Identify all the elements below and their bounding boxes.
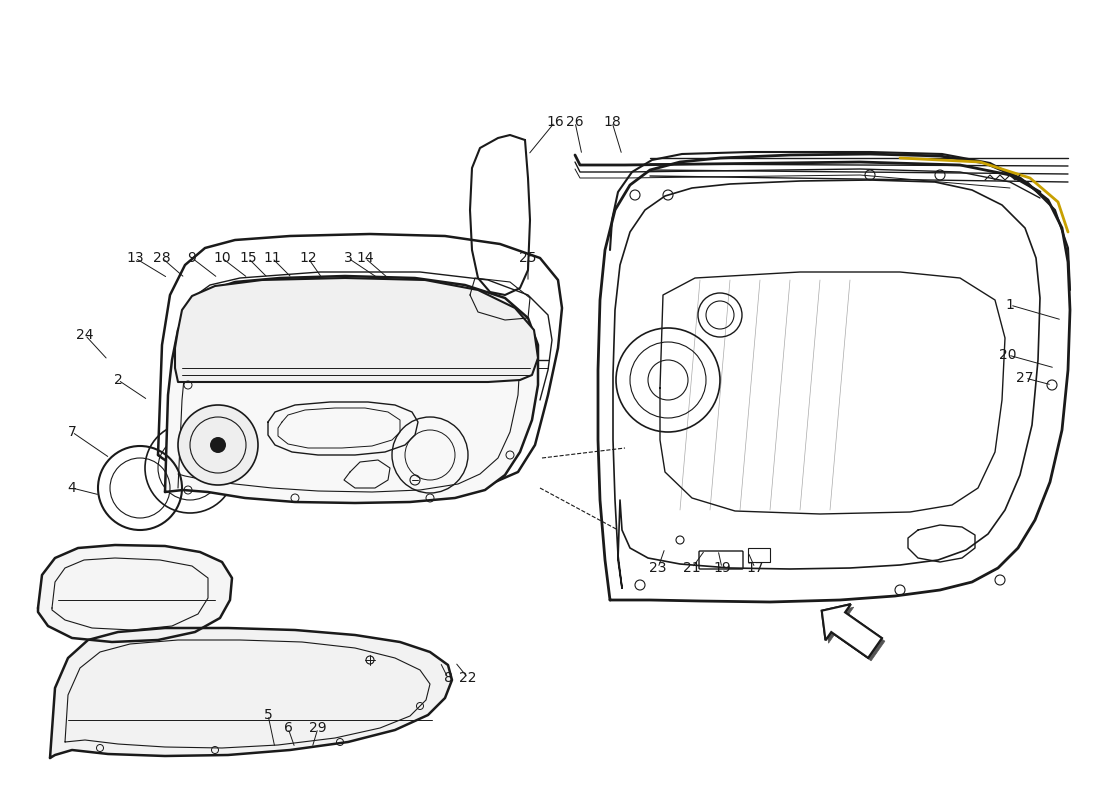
Bar bbox=[748, 548, 770, 562]
Text: 19: 19 bbox=[713, 561, 730, 575]
Text: 18: 18 bbox=[603, 115, 620, 129]
Text: 7: 7 bbox=[67, 425, 76, 439]
Bar bbox=[363, 365, 375, 372]
Bar bbox=[389, 365, 402, 372]
Text: 27: 27 bbox=[1016, 371, 1034, 385]
Text: 10: 10 bbox=[213, 251, 231, 265]
Polygon shape bbox=[175, 278, 538, 382]
Text: 20: 20 bbox=[999, 348, 1016, 362]
Text: 15: 15 bbox=[239, 251, 256, 265]
Circle shape bbox=[178, 405, 258, 485]
Text: 28: 28 bbox=[153, 251, 170, 265]
Polygon shape bbox=[825, 607, 884, 661]
Text: 16: 16 bbox=[546, 115, 564, 129]
Text: 12: 12 bbox=[299, 251, 317, 265]
Polygon shape bbox=[165, 276, 538, 503]
Text: 29: 29 bbox=[309, 721, 327, 735]
Bar bbox=[415, 365, 427, 372]
Text: 8: 8 bbox=[443, 671, 452, 685]
Text: 23: 23 bbox=[649, 561, 667, 575]
Text: 21: 21 bbox=[683, 561, 701, 575]
Bar bbox=[337, 365, 349, 372]
Bar bbox=[285, 365, 297, 372]
Text: 1: 1 bbox=[1005, 298, 1014, 312]
Text: 22: 22 bbox=[460, 671, 476, 685]
Text: 5: 5 bbox=[264, 708, 273, 722]
Text: 17: 17 bbox=[746, 561, 763, 575]
Polygon shape bbox=[39, 545, 232, 642]
Text: 9: 9 bbox=[188, 251, 197, 265]
Text: 13: 13 bbox=[126, 251, 144, 265]
Text: 4: 4 bbox=[67, 481, 76, 495]
Polygon shape bbox=[50, 628, 452, 758]
Circle shape bbox=[210, 437, 225, 453]
Text: 14: 14 bbox=[356, 251, 374, 265]
Text: 6: 6 bbox=[284, 721, 293, 735]
Bar bbox=[204, 365, 214, 372]
Polygon shape bbox=[822, 604, 882, 658]
Text: 11: 11 bbox=[263, 251, 280, 265]
Text: 24: 24 bbox=[76, 328, 94, 342]
Text: 25: 25 bbox=[519, 251, 537, 265]
Bar bbox=[258, 365, 270, 372]
Polygon shape bbox=[822, 604, 882, 658]
Text: 26: 26 bbox=[566, 115, 584, 129]
Text: 2: 2 bbox=[113, 373, 122, 387]
Bar bbox=[311, 365, 323, 372]
Bar bbox=[231, 365, 243, 372]
Text: 3: 3 bbox=[343, 251, 352, 265]
Text: a passion for parts: a passion for parts bbox=[257, 642, 452, 694]
